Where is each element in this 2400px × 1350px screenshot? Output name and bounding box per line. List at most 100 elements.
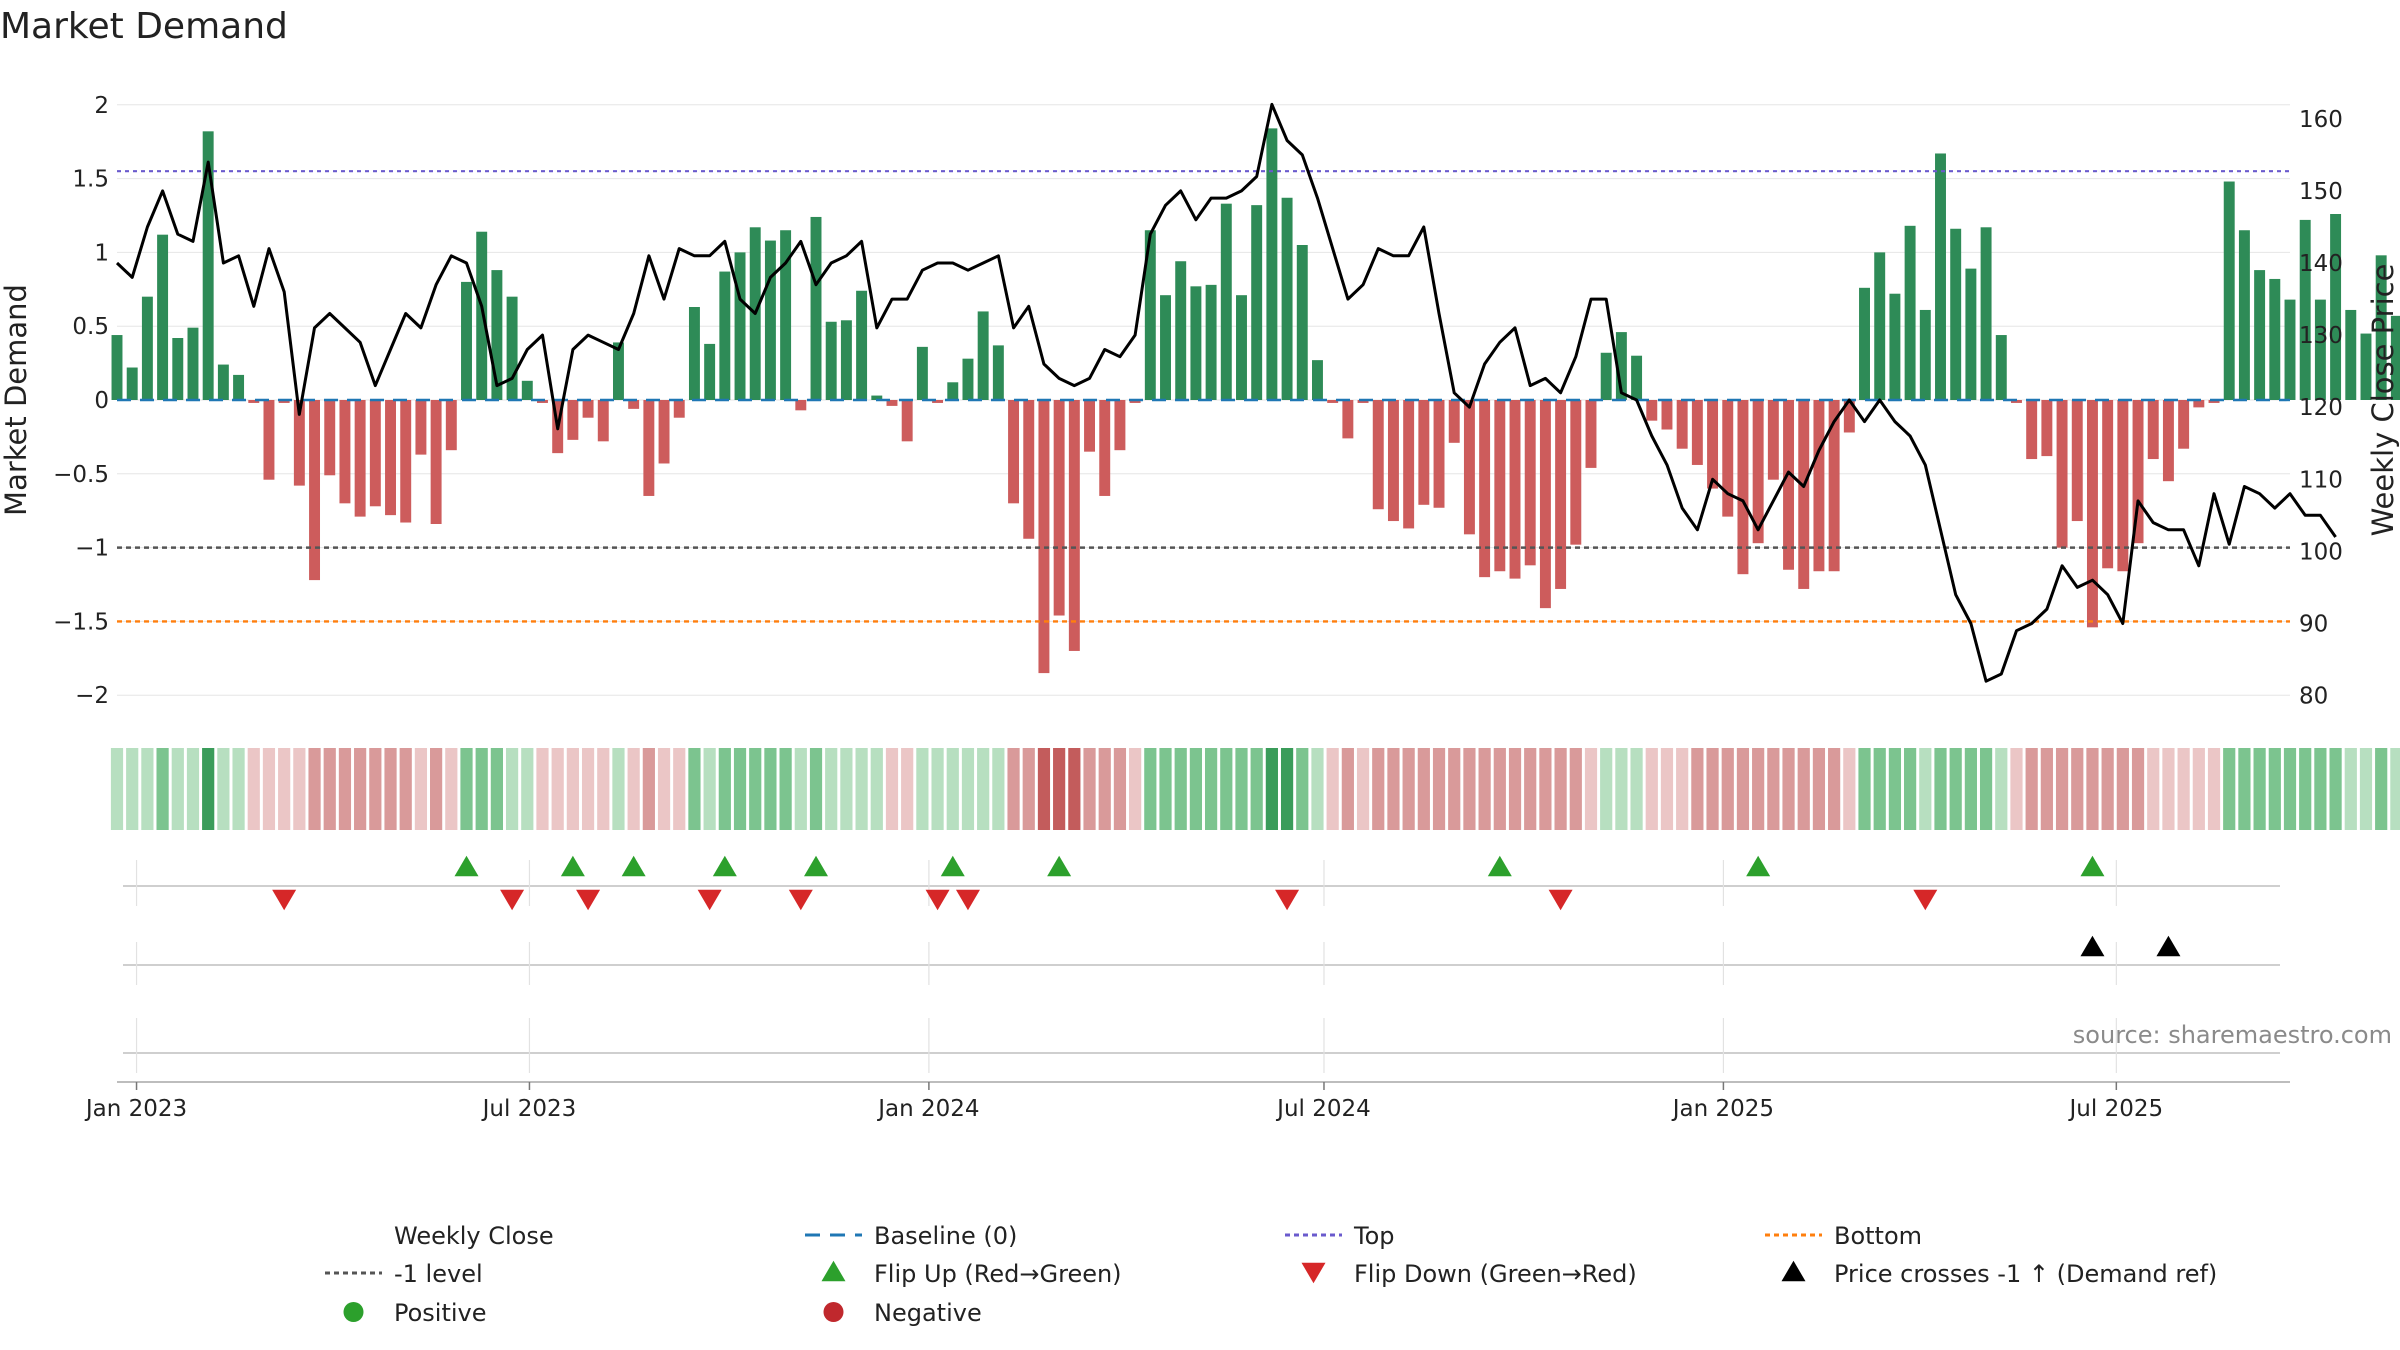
demand-bar [1266,128,1278,400]
demand-bar [1296,245,1308,400]
heat-cell [110,748,124,830]
heat-cell [126,748,139,830]
demand-bar [1859,287,1870,400]
heat-cell [885,748,899,830]
demand-bar [111,335,123,400]
demand-bar [932,400,944,403]
demand-bar [1874,252,1886,400]
demand-bar [1889,293,1901,400]
demand-bar [1190,286,1202,400]
y2-tick-label: 110 [2299,467,2343,493]
heat-cell [1372,748,1385,830]
legend-label: Top [1353,1222,1395,1250]
x-tick-label: Jan 2025 [1671,1096,1774,1122]
demand-bar [400,400,412,523]
demand-bar [2102,400,2114,569]
heat-cell [1979,748,1993,830]
heat-cell [1356,748,1370,830]
heat-cell [1843,748,1856,830]
demand-bar [2375,255,2387,400]
flip-up-marker [1047,855,1072,877]
heat-cell [1098,748,1111,830]
y2-tick-label: 100 [2299,539,2343,565]
demand-bar [430,400,442,524]
heat-cell [2116,748,2129,830]
demand-bar [354,400,366,517]
demand-bar [1312,360,1323,400]
flip-up-marker [621,855,646,877]
heat-cell [961,748,975,830]
flip-down-marker [500,889,525,911]
flip-up-marker [804,855,829,877]
heat-cell [475,748,488,830]
demand-bar [2314,299,2326,400]
demand-bar [2086,400,2098,628]
demand-bar [2330,214,2342,400]
demand-bar [1387,400,1399,522]
heat-cell [2375,748,2388,830]
heat-cell [1524,748,1537,830]
heat-cell [1934,748,1947,830]
heat-cell [2390,748,2400,830]
demand-bar [202,131,214,400]
legend-item-flip-up: Flip Up (Red→Green) [821,1260,1122,1288]
demand-bar [2071,400,2083,522]
demand-bar [521,380,533,400]
demand-bar [1524,400,1536,566]
demand-bar [1023,400,1035,539]
legend-label: Bottom [1834,1222,1922,1250]
heat-cell [551,748,564,830]
heat-cell [2040,748,2053,830]
demand-bar [506,296,518,400]
heat-cell [901,748,914,830]
heat-cell [414,748,428,830]
demand-bar [962,358,974,400]
heat-cell [1660,748,1674,830]
y-tick-label: −0.5 [53,462,109,488]
heat-cell [430,748,443,830]
y2-tick-label: 160 [2299,107,2343,133]
flip-up-marker [940,855,965,877]
demand-bar [795,400,807,411]
heat-cell [612,748,625,830]
demand-bar [2117,400,2129,572]
legend-swatch [1781,1260,1806,1282]
heat-cell [2329,748,2342,830]
demand-bar [2223,181,2235,400]
legend-label: Price crosses -1 ↑ (Demand ref) [1834,1260,2217,1288]
heat-cell [338,748,352,830]
demand-bar [1980,227,1992,400]
demand-bar [2011,400,2022,403]
demand-bar [1099,400,1111,496]
demand-bar [1084,400,1095,452]
y-tick-label: −1.5 [53,609,109,635]
heat-cell [1721,748,1734,830]
legend-swatch [1301,1262,1326,1284]
demand-bar [187,327,199,400]
demand-bar [1327,400,1339,403]
heat-cell [779,748,792,830]
heat-cell [1706,748,1719,830]
heat-cell [1068,748,1081,830]
heat-cell [1326,748,1339,830]
heat-cell [2299,748,2312,830]
heat-cell [2314,748,2327,830]
heat-cell [1995,748,2008,830]
source-label: source: sharemaestro.com [2073,1021,2392,1049]
demand-bar [1008,400,1020,504]
demand-bar [1129,400,1141,403]
demand-bar [1615,332,1627,400]
demand-bar [1251,205,1263,400]
demand-bar [1783,400,1795,570]
flip-down-marker [788,889,813,911]
heat-cell [1752,748,1765,830]
heat-cell [536,748,549,830]
demand-bar [1752,400,1764,544]
demand-bar [2360,333,2372,400]
demand-bar [445,400,457,451]
heat-cell [1600,748,1613,830]
heat-cell [278,748,291,830]
demand-bar [1661,400,1673,430]
legend-item-weekly-close: Weekly Close [394,1222,554,1250]
